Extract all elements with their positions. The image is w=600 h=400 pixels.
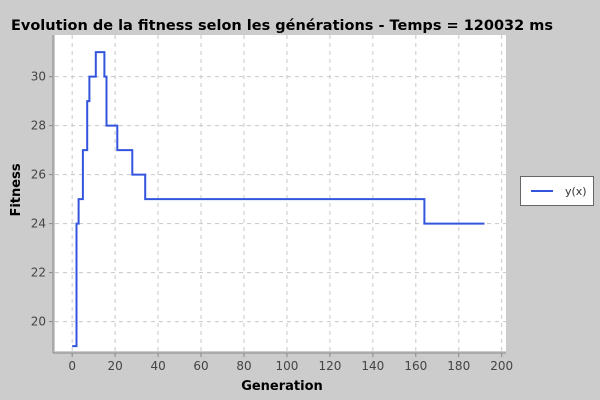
y-tick-label: 24 [31, 217, 46, 231]
y-tick-label: 30 [31, 70, 46, 84]
y-tick-label: 28 [31, 119, 46, 133]
y-tick-label: 20 [31, 315, 46, 329]
x-tick-label: 100 [275, 359, 298, 373]
grid [55, 35, 506, 351]
x-tick-label: 120 [318, 359, 341, 373]
legend-label: y(x) [565, 184, 587, 198]
x-tick-label: 200 [490, 359, 513, 373]
x-tick-label: 80 [236, 359, 251, 373]
x-tick-label: 60 [193, 359, 208, 373]
axes: 0 20 40 60 80 100 120 140 160 180 200 20 22 24 26 28 30 [31, 35, 513, 373]
legend: y(x) [520, 176, 594, 206]
legend-swatch [531, 190, 553, 192]
x-axis-label: Generation [241, 379, 323, 394]
x-tick-label: 20 [107, 359, 122, 373]
x-tick-label: 140 [361, 359, 384, 373]
chart-title: Evolution de la fitness selon les généra… [11, 18, 553, 34]
x-tick-label: 40 [150, 359, 165, 373]
x-tick-label: 0 [68, 359, 76, 373]
x-tick-label: 160 [404, 359, 427, 373]
y-tick-label: 26 [31, 168, 46, 182]
plot-area [55, 35, 506, 351]
y-axis-label: Fitness [9, 163, 24, 216]
series-layer [72, 51, 485, 348]
x-tick-label: 180 [447, 359, 470, 373]
y-tick-label: 22 [31, 266, 46, 280]
series-line [72, 51, 485, 348]
